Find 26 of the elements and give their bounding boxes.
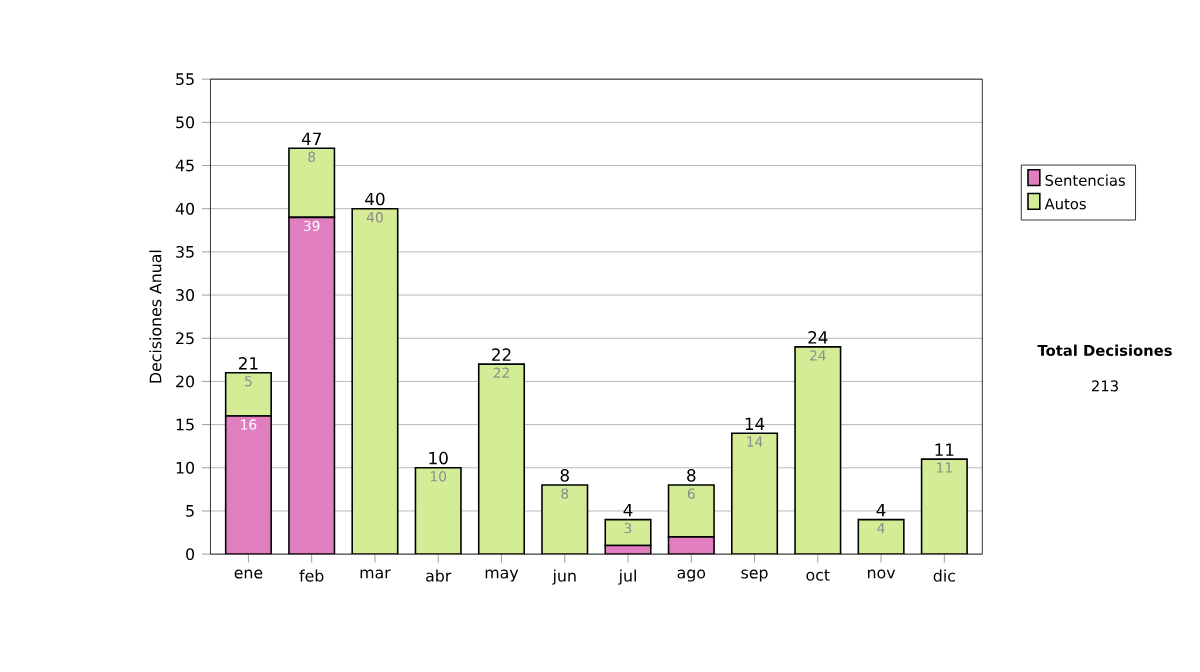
bar [288,216,336,554]
total-label: 21 [239,356,258,369]
total-label: 4 [623,503,633,516]
total-label: 24 [808,330,828,344]
bar [858,519,904,554]
total-label: 8 [560,468,569,482]
bar [477,362,526,554]
bar [224,371,272,417]
bar [920,457,968,554]
total-label: 40 [365,192,385,205]
bar [351,207,399,554]
bar [414,466,462,554]
total-label: 47 [301,132,321,145]
total-label: 8 [687,468,696,482]
bar [795,346,841,554]
bar [288,147,336,218]
total-label: 22 [492,347,511,361]
bar [224,414,272,554]
bar [541,483,589,554]
total-label: 14 [745,417,765,430]
total-label: 10 [429,451,448,464]
bar [731,432,778,554]
bar [604,518,652,546]
bar [667,483,715,538]
total-label: 11 [935,443,954,456]
total-label: 4 [876,503,886,516]
